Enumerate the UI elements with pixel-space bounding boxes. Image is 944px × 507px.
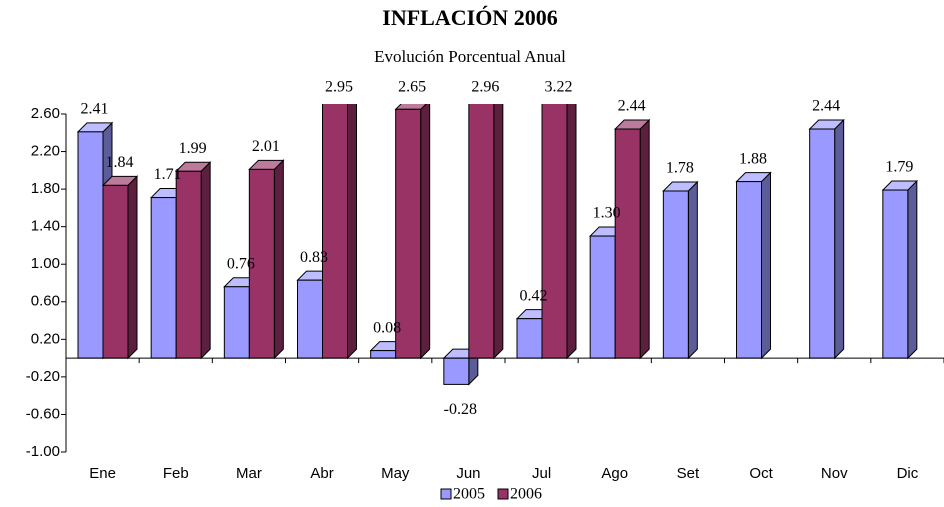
legend-label: 2005 [453, 486, 485, 503]
bars [76, 104, 919, 386]
bar [223, 286, 250, 359]
bar [102, 184, 129, 359]
bar [395, 108, 422, 359]
y-tick-label: 1.00 [31, 255, 60, 272]
bar [662, 190, 689, 359]
value-label: 1.78 [666, 160, 694, 177]
value-label: 2.65 [398, 79, 426, 96]
x-tick-label: Set [677, 465, 700, 482]
value-label: 0.83 [300, 249, 328, 266]
value-label: 0.42 [520, 287, 548, 304]
bar [175, 170, 202, 359]
y-tick-label: 1.40 [31, 218, 60, 235]
value-label: 1.71 [154, 166, 182, 183]
x-tick-label: Jul [532, 465, 551, 482]
bar [809, 128, 836, 359]
chart-subtitle: Evolución Porcentual Anual [374, 47, 566, 66]
y-tick-label: 1.80 [31, 180, 60, 197]
x-tick-label: Jun [456, 465, 480, 482]
legend-label: 2006 [510, 486, 542, 503]
value-label: 1.88 [739, 150, 767, 167]
bar-side [639, 118, 650, 360]
bar [297, 279, 323, 359]
x-tick-label: Feb [163, 465, 189, 482]
x-tick-label: Ago [601, 465, 628, 482]
bar [370, 350, 397, 359]
value-label: 1.30 [593, 205, 621, 222]
value-label: 2.41 [81, 101, 109, 118]
value-label: 1.84 [106, 154, 134, 171]
bar-side [761, 171, 771, 360]
value-label: 1.79 [885, 159, 913, 176]
y-tick-label: -0.20 [26, 368, 60, 385]
bar [614, 128, 641, 359]
value-label: 2.01 [252, 138, 280, 155]
value-label: 2.44 [812, 98, 840, 115]
value-label: -0.28 [444, 401, 477, 418]
bar [882, 189, 909, 359]
x-tick-label: Oct [749, 465, 773, 482]
value-label: 1.99 [179, 140, 207, 157]
y-tick-label: 0.60 [31, 293, 60, 310]
bar-side [687, 180, 698, 360]
bar [77, 131, 104, 359]
bar-side [834, 118, 845, 360]
bar [541, 104, 568, 359]
x-tick-label: Dic [897, 465, 919, 482]
value-label: 2.96 [471, 79, 499, 96]
bar [443, 357, 470, 385]
x-tick-label: Nov [821, 465, 848, 482]
bar-side [907, 179, 918, 360]
y-tick-label: -0.60 [26, 405, 60, 422]
bar [516, 318, 543, 359]
bar [736, 181, 762, 359]
x-tick-label: Ene [89, 465, 116, 482]
bar [589, 235, 616, 359]
y-tick-label: 0.20 [31, 330, 60, 347]
bar [322, 104, 348, 359]
bar-side [420, 104, 431, 360]
value-label: 2.44 [618, 98, 646, 115]
value-label: 2.95 [325, 79, 353, 96]
x-tick-label: Abr [310, 465, 333, 482]
y-tick-label: 2.20 [31, 143, 60, 160]
bar-side [493, 104, 504, 360]
bar [468, 104, 495, 359]
bar [150, 197, 177, 359]
bar-side [347, 104, 357, 360]
y-tick-label: -1.00 [26, 443, 60, 460]
bar-side [273, 159, 284, 360]
bar-side [127, 175, 138, 360]
x-tick-label: Mar [236, 465, 262, 482]
value-label: 0.08 [373, 319, 401, 336]
y-tick-label: 2.60 [31, 105, 60, 122]
legend-swatch [497, 488, 509, 500]
value-label: 0.76 [227, 255, 255, 272]
bar-side [200, 161, 211, 360]
chart-title: INFLACIÓN 2006 [382, 5, 557, 30]
legend-swatch [440, 488, 452, 500]
value-label: 3.22 [545, 79, 573, 96]
x-tick-label: May [381, 465, 410, 482]
